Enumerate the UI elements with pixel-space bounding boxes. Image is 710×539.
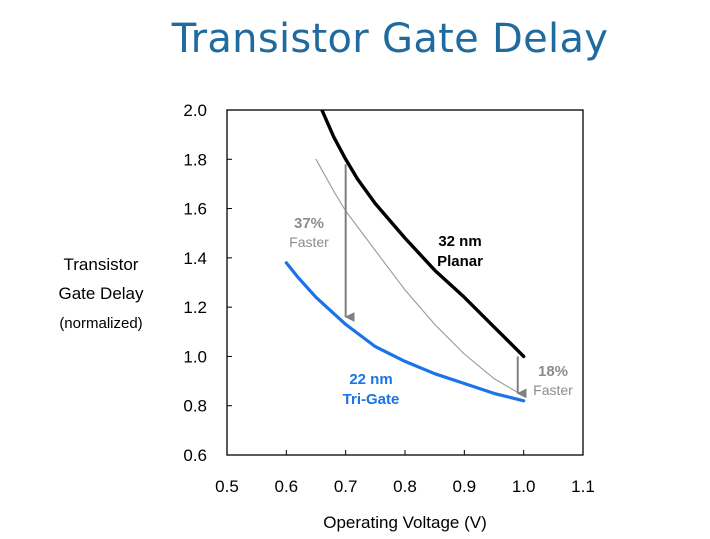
series-label-32nm-planar-line: Planar [437,253,483,270]
series-label-22nm-trigate-line: Tri-Gate [343,391,400,408]
annotation-18-faster-percent: 18% [538,363,568,380]
x-tick-label: 0.9 [453,477,477,496]
series-label-32nm-planar: 32 nm Planar [437,233,483,270]
y-tick-label: 1.4 [183,249,207,268]
x-tick-label: 0.5 [215,477,239,496]
x-tick-label: 0.6 [275,477,299,496]
series-label-22nm-trigate: 22 nm Tri-Gate [343,371,400,408]
y-tick-label: 1.2 [183,298,207,317]
axis-labels: Operating Voltage (V) Transistor Gate Dela… [58,255,486,532]
annotation-37-faster-percent: 37% [294,215,324,232]
x-tick-label: 0.8 [393,477,417,496]
y-axis-label-line: Transistor [64,255,139,274]
x-tick-label: 1.0 [512,477,536,496]
slide-title: Transistor Gate Delay [171,16,609,62]
series-label-22nm-trigate-line: 22 nm [349,371,392,388]
plot-frame [226,109,584,456]
annotation-18-faster-text: Faster [533,382,573,398]
annotations: 37% Faster 18% Faster [289,164,573,399]
y-tick-label: 1.6 [183,200,207,219]
y-axis-label-line: Gate Delay [58,284,144,303]
series-label-32nm-planar-line: 32 nm [438,233,481,250]
x-tick-label: 1.1 [571,477,595,496]
x-axis-label: Operating Voltage (V) [323,513,486,532]
annotation-37-faster-text: Faster [289,234,329,250]
annotation-18-faster: 18% Faster [533,363,573,398]
y-tick-label: 1.8 [183,150,207,169]
y-axis-label-line: (normalized) [59,315,142,332]
series-line-gray-reference [315,158,525,397]
y-tick-label: 0.8 [183,397,207,416]
series-lines: 32 nm Planar 22 nm Tri-Gate [284,110,526,408]
y-tick-label: 2.0 [183,101,207,120]
axis-ticks: 0.5 0.6 0.7 0.8 0.9 1.0 1.1 0.6 0.8 1.0 1.2 1.4 1.6 1… [183,101,594,496]
annotation-37-faster: 37% Faster [289,215,329,250]
y-tick-label: 1.0 [183,347,207,366]
x-tick-label: 0.7 [334,477,358,496]
y-tick-label: 0.6 [183,446,207,465]
plot-area-border [226,109,584,456]
series-line-22nm-trigate [284,261,526,403]
series-line-32nm-planar [320,110,526,359]
